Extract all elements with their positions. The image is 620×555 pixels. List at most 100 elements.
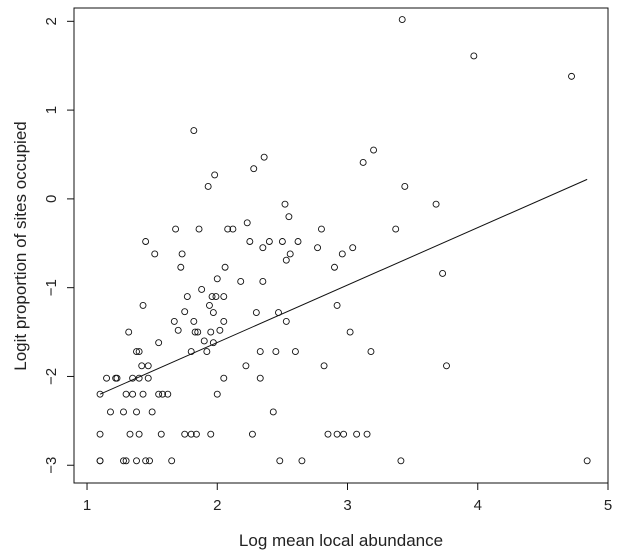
data-point (401, 183, 409, 190)
data-point (246, 238, 254, 245)
data-point (122, 390, 130, 398)
data-point (243, 219, 251, 227)
data-point (439, 270, 447, 277)
data-point (172, 225, 180, 233)
data-point (129, 390, 137, 398)
data-point (216, 326, 224, 334)
data-point (159, 390, 167, 398)
data-point (242, 362, 250, 370)
data-point (198, 285, 206, 293)
data-point (195, 225, 203, 233)
data-point (157, 430, 165, 438)
regression-line (99, 178, 588, 395)
data-point (208, 293, 216, 301)
y-tick-label: 2 (43, 17, 60, 25)
data-point (278, 238, 286, 245)
data-point (259, 278, 267, 285)
data-point (248, 430, 256, 438)
data-point (359, 159, 367, 166)
data-point (256, 374, 264, 382)
data-point (133, 408, 140, 416)
data-point (212, 293, 220, 301)
y-tick-label: −2 (43, 368, 60, 385)
data-point (256, 348, 264, 356)
data-point (207, 430, 215, 438)
data-point (142, 238, 150, 245)
data-point (187, 348, 195, 356)
data-point (363, 430, 371, 438)
x-axis-label: Log mean local abundance (239, 531, 443, 550)
data-point (144, 374, 152, 382)
data-point (187, 430, 195, 438)
data-point (443, 362, 450, 370)
data-point (122, 457, 130, 465)
data-point (164, 390, 172, 398)
data-point (259, 244, 267, 252)
data-point (148, 408, 156, 416)
data-point (113, 374, 121, 382)
y-ticks: −3 −2 −1 0 1 2 (43, 17, 74, 474)
data-point (139, 390, 147, 398)
data-point (432, 200, 440, 208)
x-tick-label: 2 (213, 497, 221, 514)
data-point (333, 430, 341, 438)
data-point (221, 263, 229, 271)
data-point (286, 250, 294, 258)
data-point (192, 430, 200, 438)
y-axis-label: Logit proportion of sites occupied (11, 121, 30, 371)
points-layer (96, 16, 591, 465)
data-point (397, 457, 405, 465)
data-point (340, 430, 348, 438)
x-tick-label: 4 (474, 497, 482, 514)
data-point (174, 326, 182, 334)
data-point (276, 457, 284, 465)
x-tick-label: 3 (343, 497, 351, 514)
data-point (314, 244, 322, 252)
data-point (298, 457, 306, 465)
data-point (120, 457, 127, 465)
x-tick-label: 1 (83, 497, 91, 514)
data-point (170, 317, 178, 325)
data-point (207, 328, 215, 336)
data-point (181, 308, 189, 316)
data-point (250, 165, 258, 173)
data-point (282, 256, 290, 264)
data-point (133, 348, 140, 356)
data-point (183, 293, 191, 301)
data-point (260, 153, 268, 161)
data-point (229, 225, 237, 233)
plot-frame (73, 7, 609, 484)
data-point (272, 348, 280, 356)
data-point (103, 374, 111, 382)
data-point (96, 457, 104, 465)
data-point (237, 278, 245, 285)
data-point (125, 328, 133, 336)
data-point (135, 348, 143, 356)
data-point (318, 225, 325, 233)
data-point (211, 171, 219, 179)
y-tick-label: −3 (43, 457, 60, 474)
data-point (190, 317, 198, 325)
data-point (370, 146, 378, 154)
data-point (349, 244, 357, 252)
data-point (191, 328, 199, 336)
data-point (269, 408, 277, 416)
y-tick-label: 0 (43, 195, 60, 203)
data-point (252, 309, 260, 316)
data-point (568, 72, 575, 80)
data-point (200, 337, 208, 345)
data-point (142, 457, 150, 465)
data-point (324, 430, 332, 438)
data-point (138, 362, 146, 370)
data-point (224, 225, 232, 233)
data-point (190, 127, 198, 134)
data-point (331, 263, 338, 271)
data-point (194, 328, 202, 336)
data-point (144, 362, 152, 370)
data-point (333, 301, 341, 309)
data-point (151, 250, 159, 258)
data-point (470, 52, 478, 60)
data-point (209, 309, 217, 316)
x-tick-label: 5 (604, 497, 612, 514)
